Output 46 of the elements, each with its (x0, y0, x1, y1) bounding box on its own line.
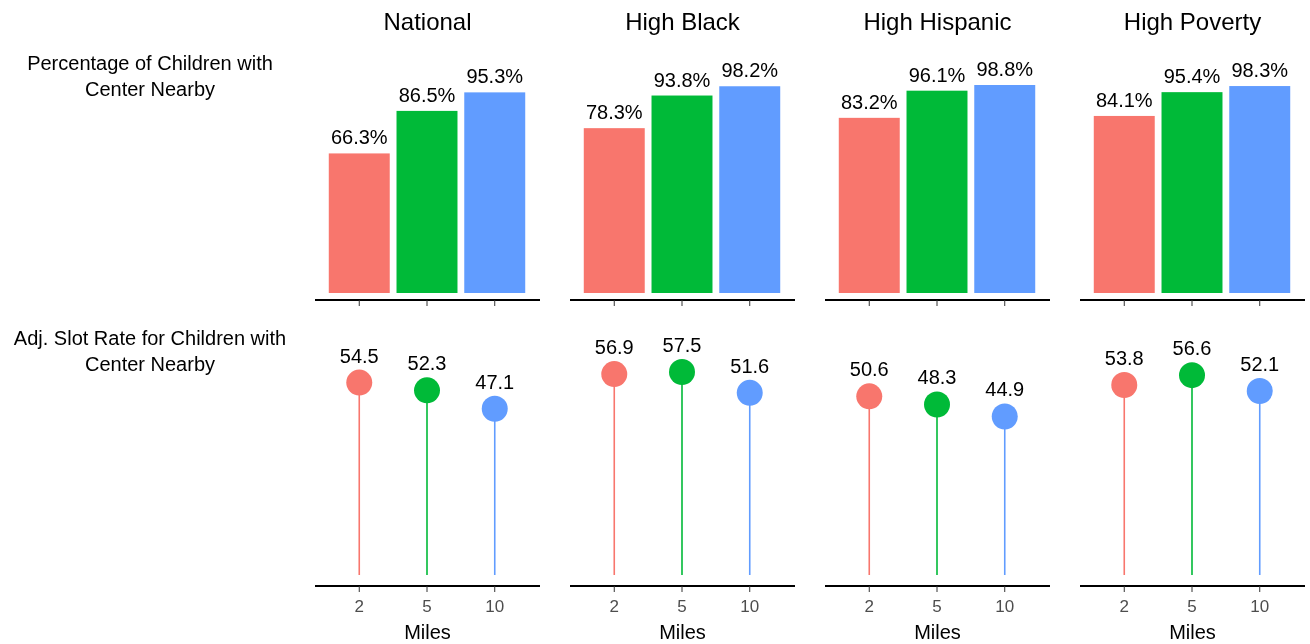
data-label: 84.1% (1095, 88, 1153, 111)
x-tick-label: 2 (1119, 597, 1129, 616)
data-label: 98.2% (721, 59, 779, 82)
x-tick-label: 10 (995, 597, 1015, 616)
data-label: 51.6 (730, 354, 770, 377)
data-label: 66.3% (330, 126, 388, 149)
data-label: 57.5 (662, 334, 702, 356)
x-tick-label: 2 (864, 597, 874, 616)
x-axis-title: Miles (1169, 621, 1216, 643)
x-axis-title: Miles (659, 621, 706, 643)
data-label: 86.5% (398, 83, 456, 106)
data-label: 96.1% (908, 63, 966, 86)
data-label: 48.3 (917, 366, 957, 389)
x-tick-label: 2 (354, 597, 364, 616)
data-label: 93.8% (653, 68, 711, 91)
x-tick-label: 5 (932, 597, 942, 616)
x-tick-label: 5 (677, 597, 687, 616)
data-label: 53.8 (1104, 347, 1144, 370)
data-label: 98.3% (1231, 59, 1289, 82)
data-label: 83.2% (840, 90, 898, 113)
data-label: 95.3% (466, 65, 524, 88)
y-axis-title: Adj. Slot Rate for Children with Center Nearby (13, 327, 287, 375)
chart-title: High Hispanic (863, 8, 1012, 35)
data-label: 50.6 (849, 358, 889, 381)
data-label: 52.3 (407, 352, 447, 375)
x-tick-label: 5 (1187, 597, 1197, 616)
x-tick-label: 2 (609, 597, 619, 616)
data-label: 47.1 (475, 370, 515, 393)
data-label: 44.9 (985, 378, 1025, 401)
data-label: 56.6 (1172, 337, 1212, 360)
x-axis-title: Miles (914, 621, 961, 643)
x-tick-label: 10 (740, 597, 760, 616)
chart-title: High Black (625, 8, 741, 35)
data-label: 52.1 (1240, 353, 1280, 376)
x-tick-label: 5 (422, 597, 432, 616)
data-label: 95.4% (1163, 65, 1221, 88)
x-tick-label: 10 (485, 597, 505, 616)
data-label: 98.8% (976, 58, 1034, 80)
x-axis-title: Miles (404, 621, 451, 643)
x-tick-label: 10 (1250, 597, 1270, 616)
chart-title: High Poverty (1123, 8, 1262, 35)
chart-title: National (383, 8, 472, 35)
data-label: 56.9 (594, 336, 634, 359)
data-label: 54.5 (339, 344, 379, 367)
data-label: 78.3% (585, 101, 643, 124)
y-axis-title: Percentage of Children with Center Nearby (27, 52, 273, 100)
